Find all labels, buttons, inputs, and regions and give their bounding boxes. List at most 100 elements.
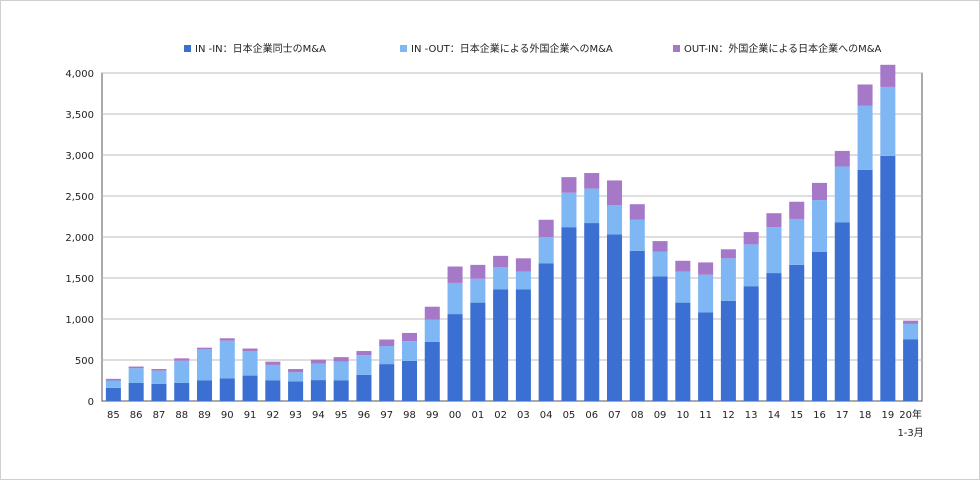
x-tick-label: 94 xyxy=(312,410,325,421)
x-tick-label-sub: 1-3月 xyxy=(897,427,923,439)
x-tick-label: 09 xyxy=(654,410,667,421)
bar-in-out xyxy=(606,205,623,235)
bar-in-in xyxy=(584,223,600,401)
bar-in-in xyxy=(811,251,828,401)
bar-in-in xyxy=(493,289,509,401)
x-tick-label: 10 xyxy=(676,410,689,421)
x-tick-label: 13 xyxy=(745,410,758,421)
bar-out-in xyxy=(857,84,873,106)
x-tick-label: 85 xyxy=(107,410,120,421)
bar-in-out xyxy=(515,271,531,290)
y-axis-ticks: 0 500 1,000 1,500 2,000 2,500 3,000 3,500 4,000 xyxy=(65,69,94,408)
bar-in-in xyxy=(629,250,645,401)
bar-in-in xyxy=(743,286,759,401)
x-tick-label: 04 xyxy=(540,410,553,421)
bar-in-out xyxy=(743,244,759,287)
bar-in-out xyxy=(447,282,463,315)
x-tick-label: 06 xyxy=(585,410,598,421)
legend-swatch-in-out xyxy=(400,45,407,52)
legend-swatch-in-in xyxy=(184,45,191,52)
bar-in-in xyxy=(447,314,463,401)
x-tick-label: 92 xyxy=(266,410,279,421)
y-tick-label: 1,000 xyxy=(65,315,94,326)
bar-in-in xyxy=(538,263,554,401)
y-tick-label: 3,000 xyxy=(65,151,94,162)
bar-in-out xyxy=(242,350,258,376)
x-tick-label: 19 xyxy=(881,410,894,421)
y-tick-label: 2,500 xyxy=(65,192,94,203)
bar-in-out xyxy=(288,372,304,382)
bar-out-in xyxy=(743,232,759,245)
bar-in-in xyxy=(196,380,213,401)
x-tick-label: 95 xyxy=(335,410,348,421)
gridlines xyxy=(102,72,922,361)
bar-in-out xyxy=(105,380,121,388)
bar-out-in xyxy=(288,369,304,373)
bar-in-in xyxy=(288,381,304,401)
bar-out-in xyxy=(105,378,121,381)
x-tick-label: 15 xyxy=(790,410,803,421)
legend: IN -IN：日本企業同士のM&A IN -OUT：日本企業による外国企業へのM… xyxy=(184,42,882,55)
bar-in-in xyxy=(379,364,395,401)
bars xyxy=(105,64,919,401)
x-tick-label: 12 xyxy=(722,410,735,421)
x-tick-label: 14 xyxy=(768,410,781,421)
bar-in-in xyxy=(698,312,714,401)
bar-in-in xyxy=(174,382,190,401)
x-tick-label: 00 xyxy=(449,410,462,421)
legend-label-out-in: OUT-IN：外国企業による日本企業へのM&A xyxy=(684,42,882,55)
bar-in-in xyxy=(310,380,326,401)
bar-out-in xyxy=(447,266,463,283)
bar-in-in xyxy=(834,222,850,401)
x-tick-label: 11 xyxy=(699,410,712,421)
bar-out-in xyxy=(766,213,782,228)
bar-out-in xyxy=(219,338,235,341)
x-tick-label: 20年 xyxy=(899,408,922,421)
bar-in-out xyxy=(265,364,281,381)
bar-out-in xyxy=(379,339,395,347)
bar-in-in xyxy=(128,382,144,401)
bar-out-in xyxy=(242,348,258,351)
bar-out-in xyxy=(606,180,623,206)
bar-out-in xyxy=(310,359,326,364)
y-tick-label: 3,500 xyxy=(65,110,94,121)
bar-out-in xyxy=(174,358,190,361)
x-tick-label: 93 xyxy=(289,410,302,421)
bar-in-out xyxy=(379,346,395,365)
bar-in-in xyxy=(857,169,873,401)
bar-out-in xyxy=(333,357,349,362)
bar-out-in xyxy=(561,177,577,193)
bar-in-out xyxy=(811,200,828,252)
bar-out-in xyxy=(880,64,896,87)
bar-out-in xyxy=(789,201,805,219)
bar-out-in xyxy=(652,241,668,252)
x-tick-label: 96 xyxy=(358,410,371,421)
bar-out-in xyxy=(356,350,372,356)
bar-out-in xyxy=(265,361,281,365)
bar-in-out xyxy=(128,368,144,383)
x-tick-label: 01 xyxy=(471,410,484,421)
bar-in-in xyxy=(561,227,577,401)
bar-out-in xyxy=(401,332,418,342)
bar-in-out xyxy=(493,267,509,290)
x-tick-label: 88 xyxy=(175,410,188,421)
bar-out-in xyxy=(493,255,509,268)
bar-out-in xyxy=(196,347,213,350)
bar-in-out xyxy=(584,188,600,224)
bar-in-in xyxy=(470,302,486,401)
bar-in-out xyxy=(151,370,167,384)
bar-out-in xyxy=(675,260,691,272)
bar-in-out xyxy=(310,363,326,381)
x-tick-label: 91 xyxy=(244,410,257,421)
bar-in-out xyxy=(675,271,691,303)
x-axis-ticks: 85 86 87 88 89 90 91 92 93 94 95 96 97 98 99 00 01 02 03 04… xyxy=(107,408,922,421)
bar-in-out xyxy=(333,361,349,381)
x-tick-label: 18 xyxy=(859,410,872,421)
x-tick-label: 03 xyxy=(517,410,530,421)
x-tick-label: 16 xyxy=(813,410,826,421)
y-tick-label: 4,000 xyxy=(65,69,94,80)
bar-in-in xyxy=(242,375,258,401)
y-tick-label: 1,500 xyxy=(65,274,94,285)
bar-out-in xyxy=(424,306,440,320)
